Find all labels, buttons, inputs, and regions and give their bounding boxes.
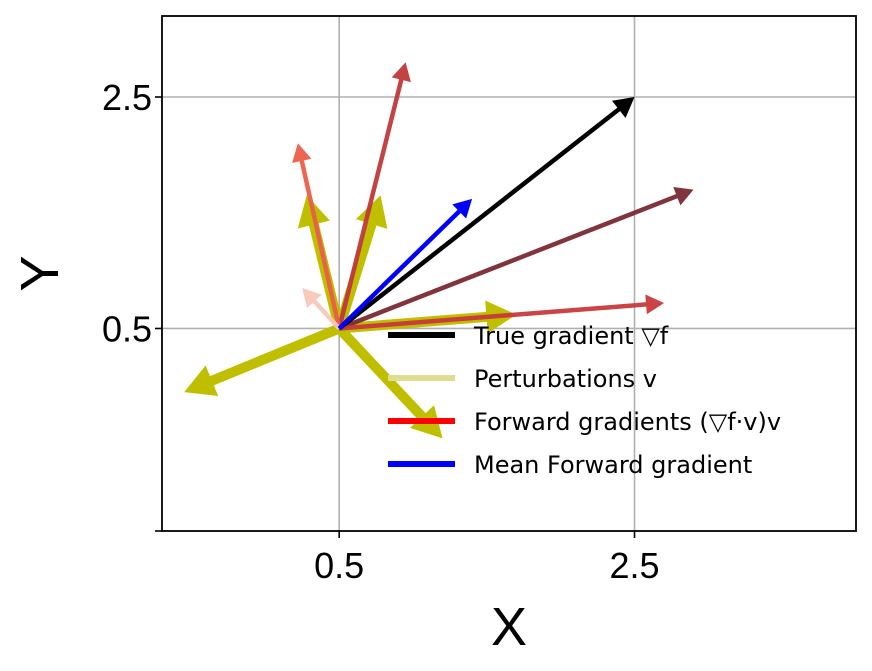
y-tick-label: 2.5: [102, 77, 152, 118]
legend-label-mean-forward-gradient: Mean Forward gradient: [474, 451, 752, 479]
forward-gradient-arrow: [337, 62, 411, 330]
axis-ticks: 0.5 2.5 0.5 2.5: [102, 77, 660, 586]
forward-gradient-arrow: [338, 186, 694, 331]
legend-entry: Perturbations v: [388, 365, 657, 393]
true-gradient-arrow: [337, 97, 635, 331]
legend-label-perturbations: Perturbations v: [474, 365, 657, 393]
forward-gradient-arrow: [292, 143, 342, 329]
mean-forward-gradient-arrow: [337, 198, 473, 331]
y-tick-label: 0.5: [102, 308, 152, 349]
plot-frame: [161, 15, 857, 532]
legend-label-forward-gradients: Forward gradients (▽f·v)v: [474, 408, 781, 436]
y-axis-label: Y: [10, 255, 70, 291]
x-tick-label: 2.5: [609, 545, 659, 586]
legend-entry: Forward gradients (▽f·v)v: [388, 408, 781, 436]
forward-gradient-arrow: [302, 287, 341, 330]
vectors: [184, 62, 694, 439]
grid: [162, 16, 856, 531]
forward-gradient-arrow: [339, 294, 665, 331]
legend-entry: True gradient ▽f: [388, 322, 669, 350]
legend: True gradient ▽f Perturbations v Forward…: [388, 322, 781, 479]
perturbation-arrow: [184, 323, 342, 396]
x-axis-label: X: [491, 597, 527, 657]
x-tick-label: 0.5: [314, 545, 364, 586]
legend-entry: Mean Forward gradient: [388, 451, 752, 479]
legend-label-true-gradient: True gradient ▽f: [473, 322, 669, 350]
